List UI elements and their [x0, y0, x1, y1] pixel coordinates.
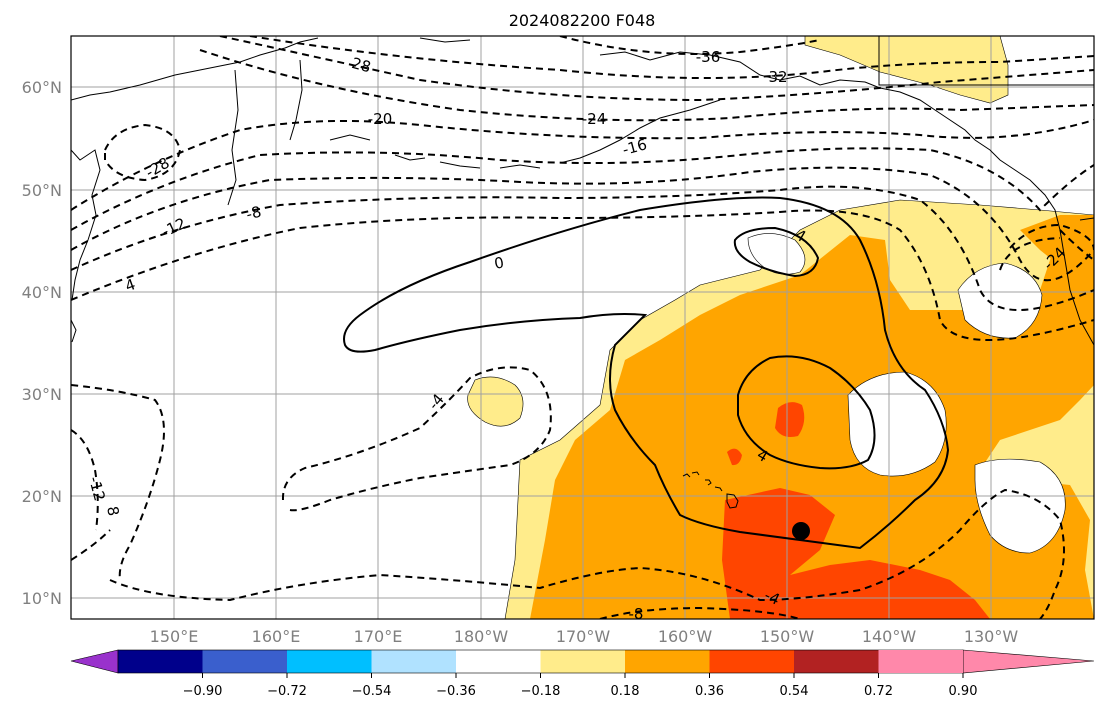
colorbar-tick-label: 0.72 [864, 684, 893, 699]
contour-neg-28a [219, 36, 1094, 102]
lon-label: 140°W [862, 627, 917, 646]
shade-red-south [722, 488, 990, 619]
contour-label: -16 [621, 135, 649, 159]
colorbar-tick-labels: −0.90 −0.72 −0.54 −0.36 −0.18 0.18 0.36 … [183, 684, 978, 699]
colorbar-segment [709, 650, 794, 673]
contour-pos-4-north [733, 226, 820, 278]
latitude-labels: 60°N 50°N 40°N 30°N 20°N 10°N [22, 78, 62, 608]
colorbar-tick-label: 0.36 [695, 684, 724, 699]
lon-label: 130°W [964, 627, 1019, 646]
colorbar-extend-high [962, 649, 1095, 674]
contour-label: -24 [582, 110, 607, 128]
shade-white-hole-north [747, 233, 806, 275]
colorbar-segment [878, 650, 963, 673]
colorbar-tick-label: −0.90 [183, 684, 223, 699]
contour-pos-4-central [737, 355, 876, 470]
contour-neg-4-south [71, 488, 1065, 619]
lon-label: 170°W [556, 627, 611, 646]
coast-hawaii [682, 471, 739, 509]
shade-red-north [775, 402, 805, 437]
graticule [71, 36, 1094, 619]
shade-white-hole-southeast [974, 458, 1066, 554]
shade-white-hole-east [957, 262, 1043, 339]
lat-label: 60°N [22, 78, 62, 97]
contour-label: -12 [85, 475, 109, 503]
contours [71, 36, 1094, 619]
coast-islands-east [1079, 217, 1094, 221]
colorbar-ticks [202, 673, 964, 678]
lon-label: 180°W [454, 627, 509, 646]
colorbar-tick-label: 0.90 [949, 684, 978, 699]
lat-label: 10°N [22, 589, 62, 608]
colorbar-tick-label: 0.54 [780, 684, 809, 699]
shade-yellow-north [804, 36, 1009, 104]
border-alaska-canada [878, 36, 1094, 86]
shade-red-small [727, 448, 742, 466]
contour-zero [343, 196, 950, 550]
contour-neg-8-southwest [71, 384, 165, 581]
contour-neg-24b [1059, 229, 1094, 261]
lon-label: 160°E [252, 627, 301, 646]
contour-neg-32 [249, 36, 1094, 80]
lat-label: 40°N [22, 283, 62, 302]
colorbar: −0.90 −0.72 −0.54 −0.36 −0.18 0.18 0.36 … [70, 649, 1095, 699]
colorbar-tick-label: −0.72 [267, 684, 307, 699]
lon-label: 150°E [150, 627, 199, 646]
shade-white-hole-central [847, 371, 947, 477]
lat-label: 20°N [22, 487, 62, 506]
contour-label: 32 [768, 68, 787, 86]
colorbar-extend-low [70, 649, 119, 674]
colorbar-tick-label: 0.18 [611, 684, 640, 699]
lon-label: 150°W [760, 627, 815, 646]
lat-label: 30°N [22, 385, 62, 404]
contour-label: -4 [762, 586, 783, 609]
coast-aleutians [329, 99, 721, 169]
contour-neg-12-southwest [71, 429, 99, 531]
colorbar-segment [371, 650, 456, 673]
colorbar-segment [456, 650, 541, 673]
longitude-labels: 150°E 160°E 170°E 180°W 170°W 160°W 150°… [150, 627, 1019, 646]
contour-label: 8 [103, 505, 122, 518]
colorbar-segment [625, 650, 710, 673]
map-frame [70, 35, 1095, 620]
contour-neg-36 [559, 36, 821, 55]
contour-neg-12a [71, 166, 1094, 282]
contour-neg-16 [71, 147, 1094, 231]
colorbar-segment [540, 650, 625, 673]
lat-label: 50°N [22, 181, 62, 200]
colorbar-segment [794, 650, 879, 673]
storm-position-marker [792, 522, 810, 540]
shade-orange [530, 215, 1094, 619]
contour-neg-4a [71, 209, 1094, 341]
map-area: 28 -36 32 -20 -24 -28 -16 -8 -12 4 0 4 -… [71, 36, 1094, 623]
colorbar-segment [202, 650, 287, 673]
lon-label: 170°E [354, 627, 403, 646]
shading-layer [467, 36, 1094, 619]
contour-label: 28 [350, 54, 373, 76]
contour-neg-8-southeast [599, 606, 801, 619]
contour-neg-8a [71, 185, 1094, 311]
contour-label: -20 [368, 110, 393, 128]
contour-label: -8 [244, 203, 263, 224]
colorbar-segment [118, 650, 203, 673]
contour-label: 0 [493, 253, 506, 272]
coast-alaska [419, 37, 1094, 346]
colorbar-tick-label: −0.18 [521, 684, 561, 699]
colorbar-tick-label: −0.36 [436, 684, 476, 699]
contour-neg-4-west [281, 366, 552, 512]
colorbar-tick-label: −0.54 [352, 684, 392, 699]
contour-label: -8 [629, 605, 644, 623]
coast-asia-east [71, 149, 101, 343]
figure-title: 2024082200 F048 [509, 11, 656, 30]
lon-label: 160°W [658, 627, 713, 646]
contour-neg-12c [999, 223, 1094, 271]
contour-neg-20 [71, 119, 1094, 211]
contour-label: -36 [696, 48, 721, 66]
colorbar-segment [287, 650, 372, 673]
